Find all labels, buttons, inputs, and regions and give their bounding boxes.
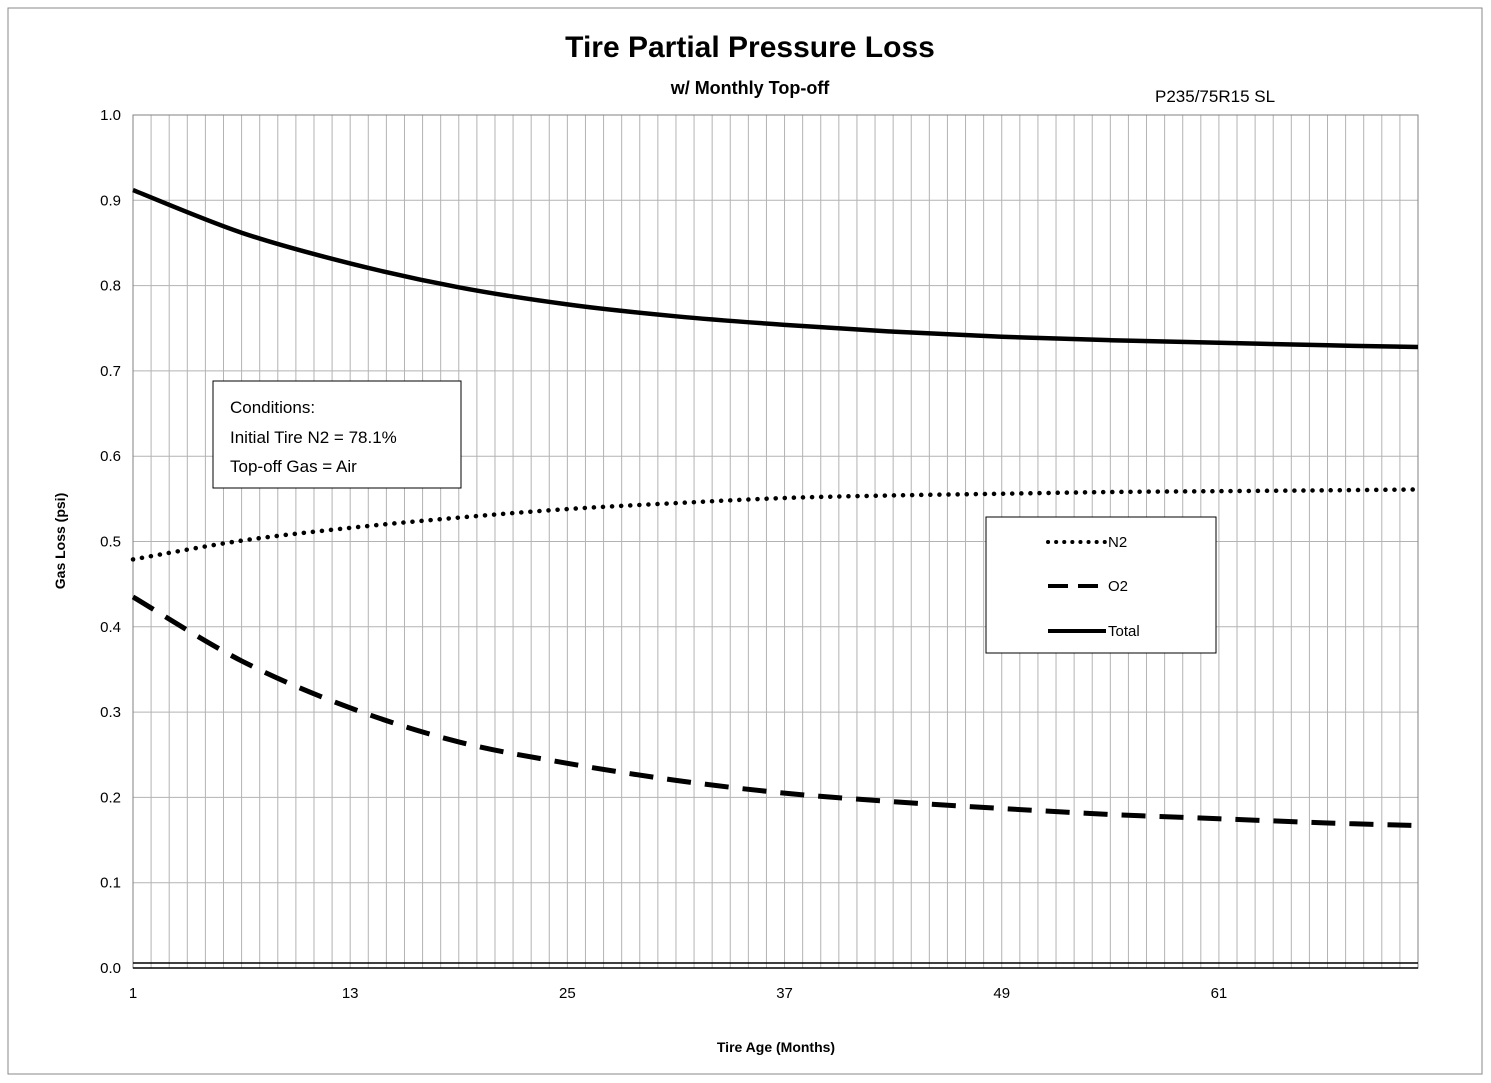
y-tick-label: 0.6: [100, 448, 121, 465]
conditions-line-n2: Initial Tire N2 = 78.1%: [230, 428, 397, 447]
conditions-box: Conditions: Initial Tire N2 = 78.1% Top-…: [212, 380, 462, 489]
chart-title: Tire Partial Pressure Loss: [565, 31, 935, 64]
conditions-box-frame: [212, 380, 462, 489]
y-tick-label: 0.5: [100, 534, 121, 551]
y-axis-label: Gas Loss (psi): [52, 493, 68, 589]
legend-label-o2: O2: [1108, 578, 1128, 595]
y-tick-label: 0.0: [100, 960, 121, 977]
x-axis-ticks: 1 13 25 37 49 61: [129, 985, 1227, 1002]
x-tick-label: 49: [993, 985, 1010, 1002]
legend: N2 O2 Total: [985, 516, 1217, 654]
series-line-o2: [131, 594, 1419, 829]
y-tick-label: 0.2: [100, 789, 121, 806]
x-tick-label: 61: [1211, 985, 1228, 1002]
conditions-heading: Conditions:: [230, 398, 315, 417]
x-tick-label: 1: [129, 985, 137, 1002]
series-layer: [130, 187, 1421, 829]
legend-label-n2: N2: [1108, 534, 1127, 551]
y-tick-label: 0.1: [100, 875, 121, 892]
chart-subtitle: w/ Monthly Top-off: [670, 78, 831, 98]
series-line-total: [132, 187, 1419, 350]
tire-size-label: P235/75R15 SL: [1155, 87, 1275, 106]
y-axis-ticks: 0.0 0.1 0.2 0.3 0.4 0.5 0.6 0.7 0.8 0.9 1.0: [100, 107, 121, 977]
x-tick-label: 37: [776, 985, 793, 1002]
series-line-n2: [130, 487, 1421, 562]
legend-label-total: Total: [1108, 623, 1140, 640]
y-tick-label: 0.3: [100, 704, 121, 721]
y-tick-label: 0.4: [100, 619, 121, 636]
grid: [133, 115, 1418, 968]
y-tick-label: 0.9: [100, 192, 121, 209]
conditions-line-gas: Top-off Gas = Air: [230, 457, 357, 476]
y-tick-label: 1.0: [100, 107, 121, 124]
x-tick-label: 25: [559, 985, 576, 1002]
y-tick-label: 0.7: [100, 363, 121, 380]
x-tick-label: 13: [342, 985, 359, 1002]
x-axis-label: Tire Age (Months): [717, 1039, 835, 1055]
y-tick-label: 0.8: [100, 278, 121, 295]
